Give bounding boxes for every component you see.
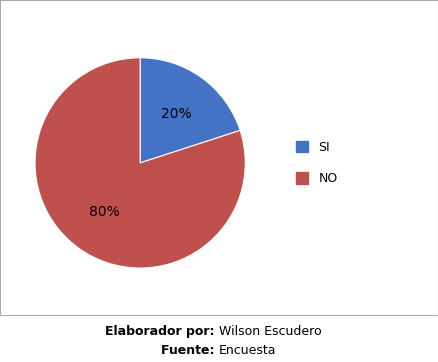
Text: 80%: 80% [89, 205, 120, 219]
Text: 20%: 20% [161, 106, 191, 121]
Text: Fuente:: Fuente: [161, 344, 219, 357]
Text: Elaborador por:: Elaborador por: [105, 325, 219, 338]
Wedge shape [35, 58, 245, 268]
Wedge shape [140, 58, 240, 163]
Legend: SI, NO: SI, NO [291, 135, 343, 190]
Text: Encuesta: Encuesta [219, 344, 276, 357]
Text: Wilson Escudero: Wilson Escudero [219, 325, 321, 338]
